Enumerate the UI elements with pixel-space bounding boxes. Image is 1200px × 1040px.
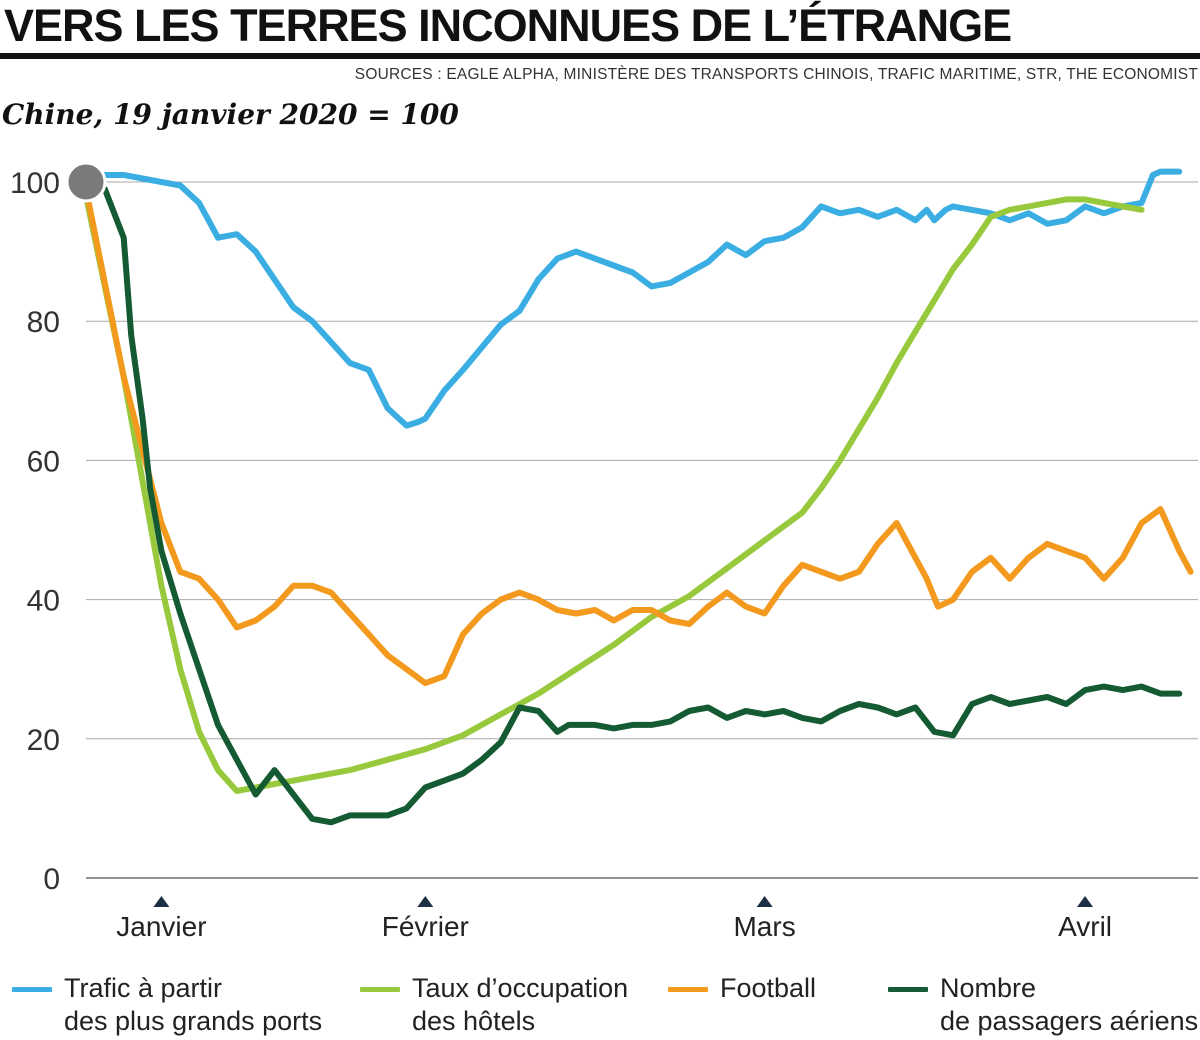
y-tick-label-80: 80 xyxy=(27,306,60,339)
series-line-hotels xyxy=(83,192,1145,794)
series-line-football xyxy=(83,186,1194,687)
legend-label-air-passengers-line1: Nombre xyxy=(940,973,1037,1003)
legend-label-hotels: Taux d’occupation des hôtels xyxy=(412,972,628,1038)
y-tick-label-20: 20 xyxy=(27,724,60,757)
y-tick-label-0: 0 xyxy=(43,863,60,896)
legend-label-ports-line2: des plus grands ports xyxy=(64,1006,323,1036)
legend-label-hotels-line2: des hôtels xyxy=(412,1006,536,1036)
legend-label-ports: Trafic à partir des plus grands ports xyxy=(64,972,322,1038)
legend-swatch-ports xyxy=(12,987,52,992)
line-chart: 0 20 40 60 80 100 Janvier Février Mars Avril xyxy=(10,161,1198,942)
series-line-ports xyxy=(83,168,1183,429)
legend-swatch-football xyxy=(668,987,708,992)
legend-label-football: Football xyxy=(720,972,816,1005)
legend-swatch-hotels xyxy=(360,987,400,992)
y-tick-label-40: 40 xyxy=(27,585,60,618)
y-tick-labels: 0 20 40 60 80 100 xyxy=(10,167,60,896)
grid-lines xyxy=(86,181,1198,879)
x-tick-label-1: Février xyxy=(382,911,469,942)
x-tick-label-0: Janvier xyxy=(116,911,206,942)
x-tick-label-3: Avril xyxy=(1058,911,1112,942)
y-tick-label-100: 100 xyxy=(10,167,60,200)
headline-rule xyxy=(0,53,1200,59)
x-tick-labels: Janvier Février Mars Avril xyxy=(116,896,1112,942)
index-marker-layer xyxy=(65,161,107,203)
x-tick-marker-janvier xyxy=(153,896,170,907)
legend-item-football: Football xyxy=(668,972,816,1005)
legend-label-ports-line1: Trafic à partir xyxy=(64,973,223,1003)
legend-item-ports: Trafic à partir des plus grands ports xyxy=(12,972,322,1038)
x-tick-marker-mars xyxy=(756,896,773,907)
headline: VERS LES TERRES INCONNUES DE L’ÉTRANGE xyxy=(4,0,1012,51)
legend: Trafic à partir des plus grands ports Ta… xyxy=(0,972,1200,1040)
sources-line: SOURCES : EAGLE ALPHA, MINISTÈRE DES TRA… xyxy=(354,66,1198,83)
legend-label-air-passengers: Nombre de passagers aériens xyxy=(940,972,1198,1038)
legend-label-hotels-line1: Taux d’occupation xyxy=(412,973,629,1003)
legend-item-hotels: Taux d’occupation des hôtels xyxy=(360,972,628,1038)
legend-swatch-air-passengers xyxy=(888,987,928,992)
x-tick-marker-avril xyxy=(1077,896,1094,907)
series-line-air-passengers xyxy=(83,179,1183,826)
x-tick-label-2: Mars xyxy=(733,911,795,942)
legend-label-air-passengers-line2: de passagers aériens xyxy=(940,1006,1199,1036)
x-tick-marker-février xyxy=(417,896,434,907)
index-marker xyxy=(65,161,107,203)
series-lines xyxy=(83,168,1194,826)
y-tick-label-60: 60 xyxy=(27,445,60,478)
legend-label-football-line1: Football xyxy=(720,973,817,1003)
legend-item-air-passengers: Nombre de passagers aériens xyxy=(888,972,1198,1038)
chart-subtitle: Chine, 19 janvier 2020 = 100 xyxy=(2,98,459,131)
